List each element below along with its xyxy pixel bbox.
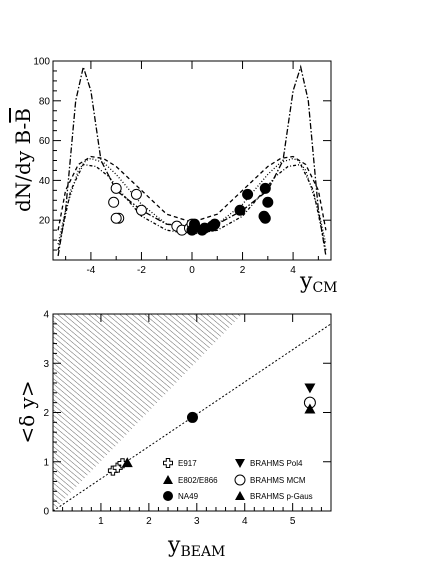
bottom-panel: 1 2 3 4 5 0 1 2 3 4 <δ y> yBEAM E917 E802/E866 NA49… <box>15 310 332 560</box>
excluded-region-hatch <box>53 314 243 511</box>
bottom-x-tick-label: 3 <box>194 516 200 527</box>
bottom-y-axis-title: <δ y> <box>15 380 39 443</box>
top-x-tick-label: -4 <box>86 265 95 276</box>
bottom-x-tick-label: 1 <box>98 516 104 527</box>
top-point-open <box>135 204 147 216</box>
legend-marker-brahms-mcm <box>234 474 246 486</box>
bottom-y-tick-label: 0 <box>43 507 49 518</box>
top-axis-ticks: -4 -2 0 2 4 20 40 60 80 100 <box>33 57 331 276</box>
top-point-open <box>110 212 122 224</box>
legend-label-brahms-p-gaus: BRAHMS p-Gaus <box>250 492 313 501</box>
top-model-curve-dotted <box>57 157 327 245</box>
bottom-point-e917 <box>117 458 128 469</box>
top-data-points <box>108 182 274 236</box>
top-model-curve-dash-dot-fine <box>57 163 327 251</box>
legend-marker-brahms-pol4 <box>235 459 245 468</box>
top-point-open <box>110 182 122 194</box>
top-point-filled <box>262 196 274 208</box>
top-panel: -4 -2 0 2 4 20 40 60 80 100 dN/dy B-B yCM <box>11 57 337 297</box>
bottom-x-axis-title: yBEAM <box>167 533 225 560</box>
top-y-tick-label: 80 <box>39 96 51 107</box>
bottom-x-tick-label: 4 <box>242 516 248 527</box>
bottom-y-tick-label: 3 <box>43 359 49 370</box>
legend-label-brahms-pol4: BRAHMS Pol4 <box>250 459 303 468</box>
top-point-open <box>108 196 120 208</box>
bottom-y-tick-label: 2 <box>43 408 49 419</box>
legend: E917 E802/E866 NA49 BRAHMS Pol4 BRAHMS MCM BR… <box>163 458 313 501</box>
top-point-filled <box>189 218 201 230</box>
legend-label-na49: NA49 <box>178 492 199 501</box>
top-point-filled <box>258 210 270 222</box>
bottom-x-tick-label: 5 <box>290 516 296 527</box>
top-x-tick-label: 0 <box>189 265 195 276</box>
bottom-point-e917 <box>112 462 123 473</box>
bottom-point-brahms-pol4 <box>304 383 316 394</box>
top-y-axis-title-bar: B <box>11 108 35 123</box>
bottom-point-e802-e866 <box>121 457 133 468</box>
top-y-tick-label: 100 <box>33 57 50 68</box>
legend-marker-e802-e866 <box>163 475 173 484</box>
top-y-axis-title: dN/dy B-B <box>11 108 35 212</box>
top-point-filled <box>242 188 254 200</box>
top-point-filled <box>209 218 221 230</box>
top-model-curve-dashed <box>57 155 327 231</box>
top-x-tick-label: 2 <box>240 265 246 276</box>
top-y-tick-label: 60 <box>39 136 51 147</box>
bottom-y-tick-label: 4 <box>43 310 49 321</box>
bottom-point-na49 <box>186 411 198 423</box>
legend-label-e802-e866: E802/E866 <box>178 476 218 485</box>
bottom-axis-ticks: 1 2 3 4 5 0 1 2 3 4 <box>43 310 331 527</box>
legend-label-e917: E917 <box>178 459 197 468</box>
legend-marker-na49 <box>163 491 173 501</box>
top-point-filled <box>259 182 271 194</box>
bottom-x-tick-label: 2 <box>146 516 152 527</box>
top-x-tick-label: -2 <box>137 265 146 276</box>
top-x-axis-title: yCM <box>299 269 337 296</box>
bottom-data-points <box>107 383 316 476</box>
top-point-open <box>130 188 142 200</box>
bottom-y-tick-label: 1 <box>43 457 49 468</box>
top-x-tick-label: 4 <box>290 265 296 276</box>
legend-marker-brahms-p-gaus <box>235 491 245 500</box>
legend-marker-e917 <box>163 458 173 468</box>
bottom-point-brahms-p-gaus <box>304 403 316 414</box>
legend-label-brahms-mcm: BRAHMS MCM <box>250 476 306 485</box>
top-y-tick-label: 20 <box>39 216 51 227</box>
top-point-filled <box>234 204 246 216</box>
top-y-tick-label: 40 <box>39 176 51 187</box>
